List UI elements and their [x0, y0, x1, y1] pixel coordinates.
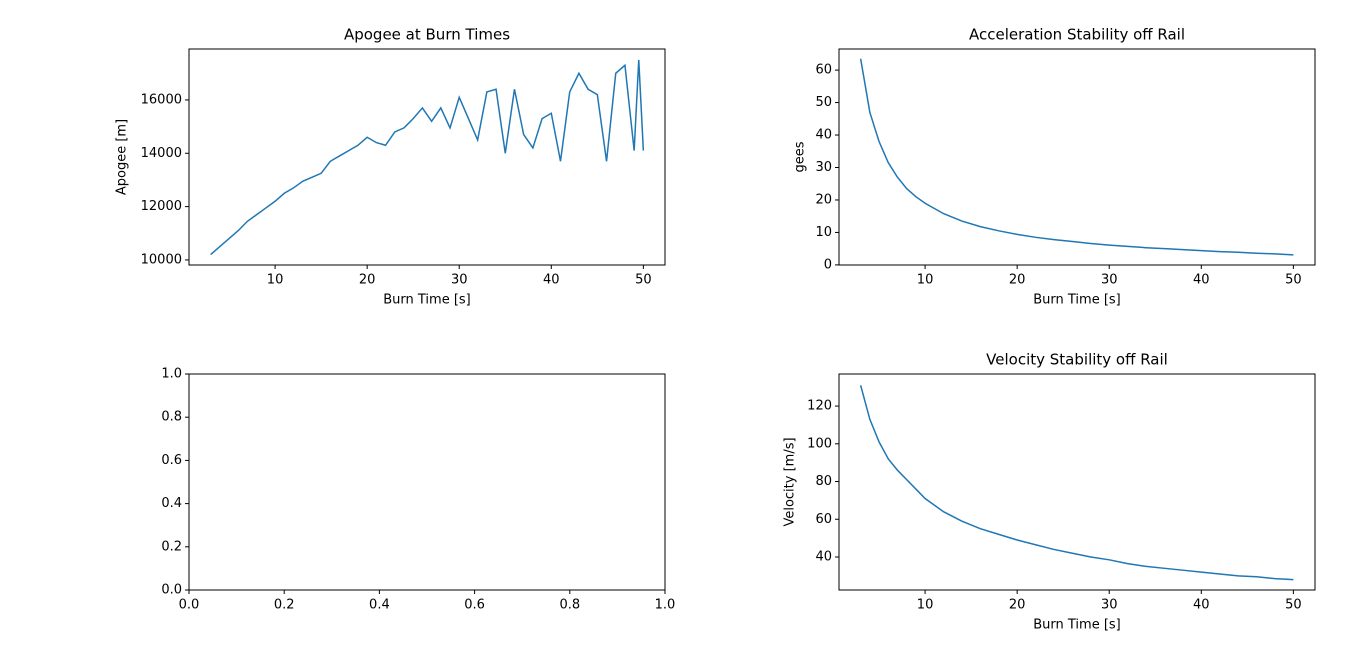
- y-tick-label: 60: [815, 512, 832, 527]
- x-tick-label: 0.2: [274, 598, 295, 613]
- y-tick-label: 0.2: [161, 539, 182, 554]
- data-line: [859, 58, 1294, 256]
- x-tick-label: 20: [1009, 273, 1026, 288]
- y-tick-label: 60: [815, 63, 832, 78]
- chart-title: Apogee at Burn Times: [344, 26, 510, 44]
- x-axis-label: Burn Time [s]: [383, 293, 471, 308]
- y-tick-label: 0: [824, 257, 832, 272]
- x-tick-label: 0.4: [369, 598, 390, 613]
- chart-title: Acceleration Stability off Rail: [969, 26, 1185, 44]
- x-tick-label: 40: [1193, 598, 1210, 613]
- x-tick-label: 0.0: [179, 598, 200, 613]
- y-tick-label: 120: [807, 399, 832, 414]
- y-axis-label: Velocity [m/s]: [783, 437, 798, 526]
- y-tick-label: 0.4: [161, 496, 182, 511]
- y-tick-label: 14000: [141, 146, 182, 161]
- y-tick-label: 100: [807, 436, 832, 451]
- x-tick-label: 20: [1009, 598, 1026, 613]
- y-tick-label: 30: [815, 160, 832, 175]
- chart-title: Velocity Stability off Rail: [986, 351, 1168, 369]
- y-tick-label: 40: [815, 549, 832, 564]
- x-tick-label: 40: [1193, 273, 1210, 288]
- y-tick-label: 12000: [141, 199, 182, 214]
- axes-frame: [838, 373, 1316, 591]
- x-tick-label: 50: [1285, 273, 1302, 288]
- x-axis-label: Burn Time [s]: [1033, 293, 1121, 308]
- x-tick-label: 30: [1101, 598, 1118, 613]
- y-tick-label: 20: [815, 192, 832, 207]
- x-tick-label: 0.6: [464, 598, 485, 613]
- x-axis-label: Burn Time [s]: [1033, 618, 1121, 633]
- y-tick-label: 10000: [141, 252, 182, 267]
- y-axis-label: Apogee [m]: [115, 119, 130, 195]
- x-tick-label: 50: [635, 273, 652, 288]
- axes-frame: [188, 373, 666, 591]
- x-tick-label: 30: [451, 273, 468, 288]
- y-tick-label: 50: [815, 95, 832, 110]
- y-axis-label: gees: [793, 141, 808, 172]
- axes-frame: [838, 48, 1316, 266]
- x-tick-label: 0.8: [559, 598, 580, 613]
- x-tick-label: 40: [543, 273, 560, 288]
- y-tick-label: 80: [815, 474, 832, 489]
- y-tick-label: 0.0: [161, 583, 182, 598]
- x-tick-label: 10: [267, 273, 284, 288]
- y-tick-label: 1.0: [161, 367, 182, 382]
- x-tick-label: 20: [359, 273, 376, 288]
- y-tick-label: 0.8: [161, 410, 182, 425]
- x-tick-label: 10: [917, 273, 934, 288]
- x-tick-label: 50: [1285, 598, 1302, 613]
- y-tick-label: 40: [815, 128, 832, 143]
- x-tick-label: 1.0: [655, 598, 676, 613]
- data-line: [859, 385, 1294, 581]
- x-tick-label: 10: [917, 598, 934, 613]
- x-tick-label: 30: [1101, 273, 1118, 288]
- axes-frame: [188, 48, 666, 266]
- y-tick-label: 10: [815, 225, 832, 240]
- data-line: [210, 59, 645, 256]
- y-tick-label: 16000: [141, 92, 182, 107]
- y-tick-label: 0.6: [161, 453, 182, 468]
